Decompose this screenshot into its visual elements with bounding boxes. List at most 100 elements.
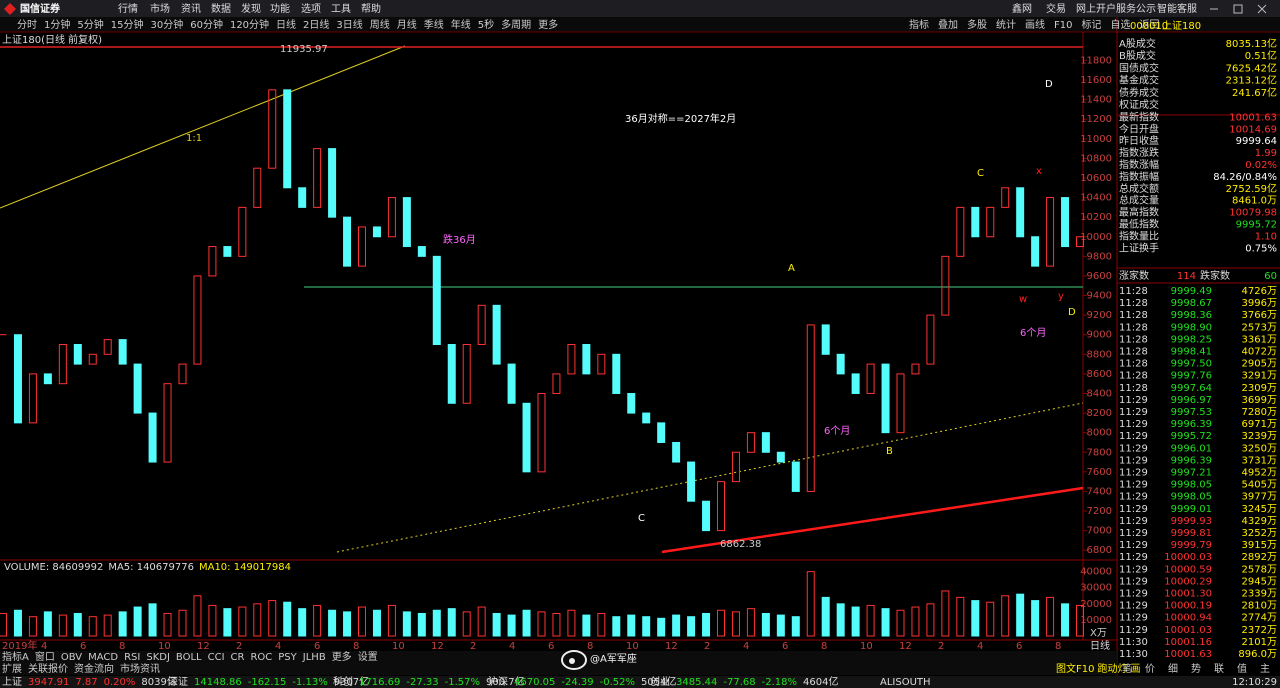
tool-button[interactable]: 指标 — [909, 18, 929, 31]
mini-tab[interactable]: 联 — [1214, 663, 1224, 675]
indicator-tab[interactable]: PSY — [278, 652, 297, 663]
candle — [223, 246, 232, 257]
menu-item[interactable]: 鑫网 — [1012, 2, 1032, 15]
volume-bar — [672, 614, 681, 637]
indicator-tab[interactable]: SKDJ — [146, 652, 170, 663]
trade-price: 9997.76 — [1171, 371, 1212, 382]
menu-item[interactable]: 网上开户 — [1076, 2, 1116, 15]
menu-item[interactable]: 帮助 — [361, 2, 381, 15]
mini-tab[interactable]: 笔 — [1122, 662, 1132, 675]
period-tab[interactable]: 2日线 — [303, 18, 329, 31]
period-tab[interactable]: 3日线 — [336, 18, 362, 31]
volume-bar — [657, 617, 666, 637]
mini-tab[interactable]: 价 — [1145, 663, 1155, 675]
tool-button[interactable]: F10 — [1054, 20, 1072, 31]
tool-button[interactable]: 统计 — [996, 18, 1016, 31]
stat-label: 基金成交 — [1119, 74, 1159, 87]
indicator-tab[interactable]: JLHB — [302, 652, 326, 663]
trade-time: 11:29 — [1119, 480, 1148, 491]
volume-bar — [806, 571, 815, 637]
candle — [417, 246, 426, 257]
annotation: C — [638, 513, 645, 524]
candle — [283, 89, 292, 189]
period-tab[interactable]: 15分钟 — [111, 18, 144, 31]
indicator-tab[interactable]: ROC — [250, 652, 272, 663]
period-tab[interactable]: 月线 — [397, 18, 417, 31]
indicator-tab[interactable]: RSI — [124, 652, 140, 663]
menu-item[interactable]: 工具 — [331, 3, 351, 15]
indicator-tab[interactable]: OBV — [61, 652, 82, 663]
menu-item[interactable]: 数据 — [211, 2, 231, 15]
y-tick-label: 11200 — [1080, 114, 1112, 125]
volume-bar — [387, 604, 396, 637]
status-item: 沪深 — [488, 675, 508, 688]
indicator-tab[interactable]: 窗口 — [35, 650, 55, 663]
tool-button[interactable]: 标记 — [1081, 19, 1101, 31]
candle — [133, 363, 142, 414]
candle — [462, 344, 471, 404]
period-tab[interactable]: 更多 — [538, 18, 558, 31]
volume-bar — [73, 612, 82, 637]
y-tick-label: 8000 — [1087, 428, 1112, 439]
mini-tab[interactable]: 值 — [1237, 662, 1247, 675]
menu-item[interactable]: 服务公示 — [1116, 2, 1156, 15]
period-tab[interactable]: 分时 — [17, 19, 37, 31]
period-tab[interactable]: 多周期 — [501, 18, 531, 31]
period-tab[interactable]: 60分钟 — [190, 18, 223, 31]
extra-tab[interactable]: 市场资讯 — [120, 662, 160, 675]
up-label: 涨家数 — [1119, 269, 1149, 282]
period-tab[interactable]: 年线 — [451, 18, 471, 31]
tool-button[interactable]: 叠加 — [938, 19, 958, 31]
extra-tab[interactable]: 关联报价 — [28, 662, 68, 675]
candle — [627, 392, 636, 414]
indicator-tab[interactable]: MACD — [88, 652, 118, 663]
candle — [821, 324, 830, 355]
side-tab[interactable]: 画 — [1130, 664, 1140, 675]
menu-item[interactable]: 发现 — [241, 2, 261, 15]
indicator-tab[interactable]: BOLL — [176, 652, 202, 663]
indicator-tab[interactable]: 指标A — [2, 650, 29, 663]
tool-button[interactable]: 多股 — [967, 18, 987, 31]
tool-button[interactable]: 自选 — [1110, 18, 1130, 31]
mini-tab[interactable]: 细 — [1168, 662, 1178, 675]
menu-item[interactable]: 市场 — [150, 2, 170, 15]
candle — [477, 304, 486, 346]
indicator-tab[interactable]: 设置 — [358, 651, 378, 663]
x-tick-label: 2 — [470, 641, 476, 652]
volume-bar — [717, 609, 725, 637]
period-tab[interactable]: 周线 — [370, 18, 390, 31]
trade-price: 10000.94 — [1164, 613, 1212, 624]
extra-tab[interactable]: 扩展 — [2, 662, 22, 675]
menu-item[interactable]: 行情 — [118, 2, 138, 15]
trade-time: 11:28 — [1119, 347, 1148, 358]
period-tab[interactable]: 季线 — [424, 18, 444, 31]
side-tab[interactable]: 图文F10 — [1056, 662, 1094, 675]
tool-button[interactable]: 画线 — [1025, 18, 1045, 31]
volume-bar — [238, 606, 247, 637]
period-tab[interactable]: 5秒 — [478, 18, 494, 31]
trade-time: 11:29 — [1119, 552, 1148, 563]
period-tab[interactable]: 120分钟 — [230, 18, 269, 31]
x-tick-label: 8 — [119, 641, 125, 652]
menu-item[interactable]: 功能 — [270, 2, 290, 15]
volume-bar — [1076, 604, 1084, 637]
menu-item[interactable]: 智能客服 — [1157, 2, 1197, 15]
x-tick-label: 2 — [236, 641, 242, 652]
menu-item[interactable]: 选项 — [301, 2, 321, 15]
x-tick-label: 6 — [782, 641, 788, 652]
indicator-tab[interactable]: CR — [231, 652, 245, 663]
menu-item[interactable]: 资讯 — [181, 3, 201, 15]
period-tab[interactable]: 30分钟 — [150, 18, 183, 31]
period-tab[interactable]: 1分钟 — [44, 18, 70, 31]
mini-tab[interactable]: 主 — [1260, 663, 1270, 675]
tool-button[interactable]: 返回 — [1139, 19, 1159, 31]
period-tab[interactable]: 5分钟 — [77, 18, 103, 31]
indicator-tab[interactable]: CCI — [208, 652, 225, 663]
side-tab[interactable]: 跑动灯 — [1097, 662, 1127, 675]
candle — [238, 206, 247, 257]
indicator-tab[interactable]: 更多 — [332, 650, 352, 663]
mini-tab[interactable]: 势 — [1191, 662, 1201, 675]
extra-tab[interactable]: 资金流向 — [74, 662, 114, 675]
menu-item[interactable]: 交易 — [1046, 2, 1066, 15]
period-tab[interactable]: 日线 — [276, 18, 296, 31]
